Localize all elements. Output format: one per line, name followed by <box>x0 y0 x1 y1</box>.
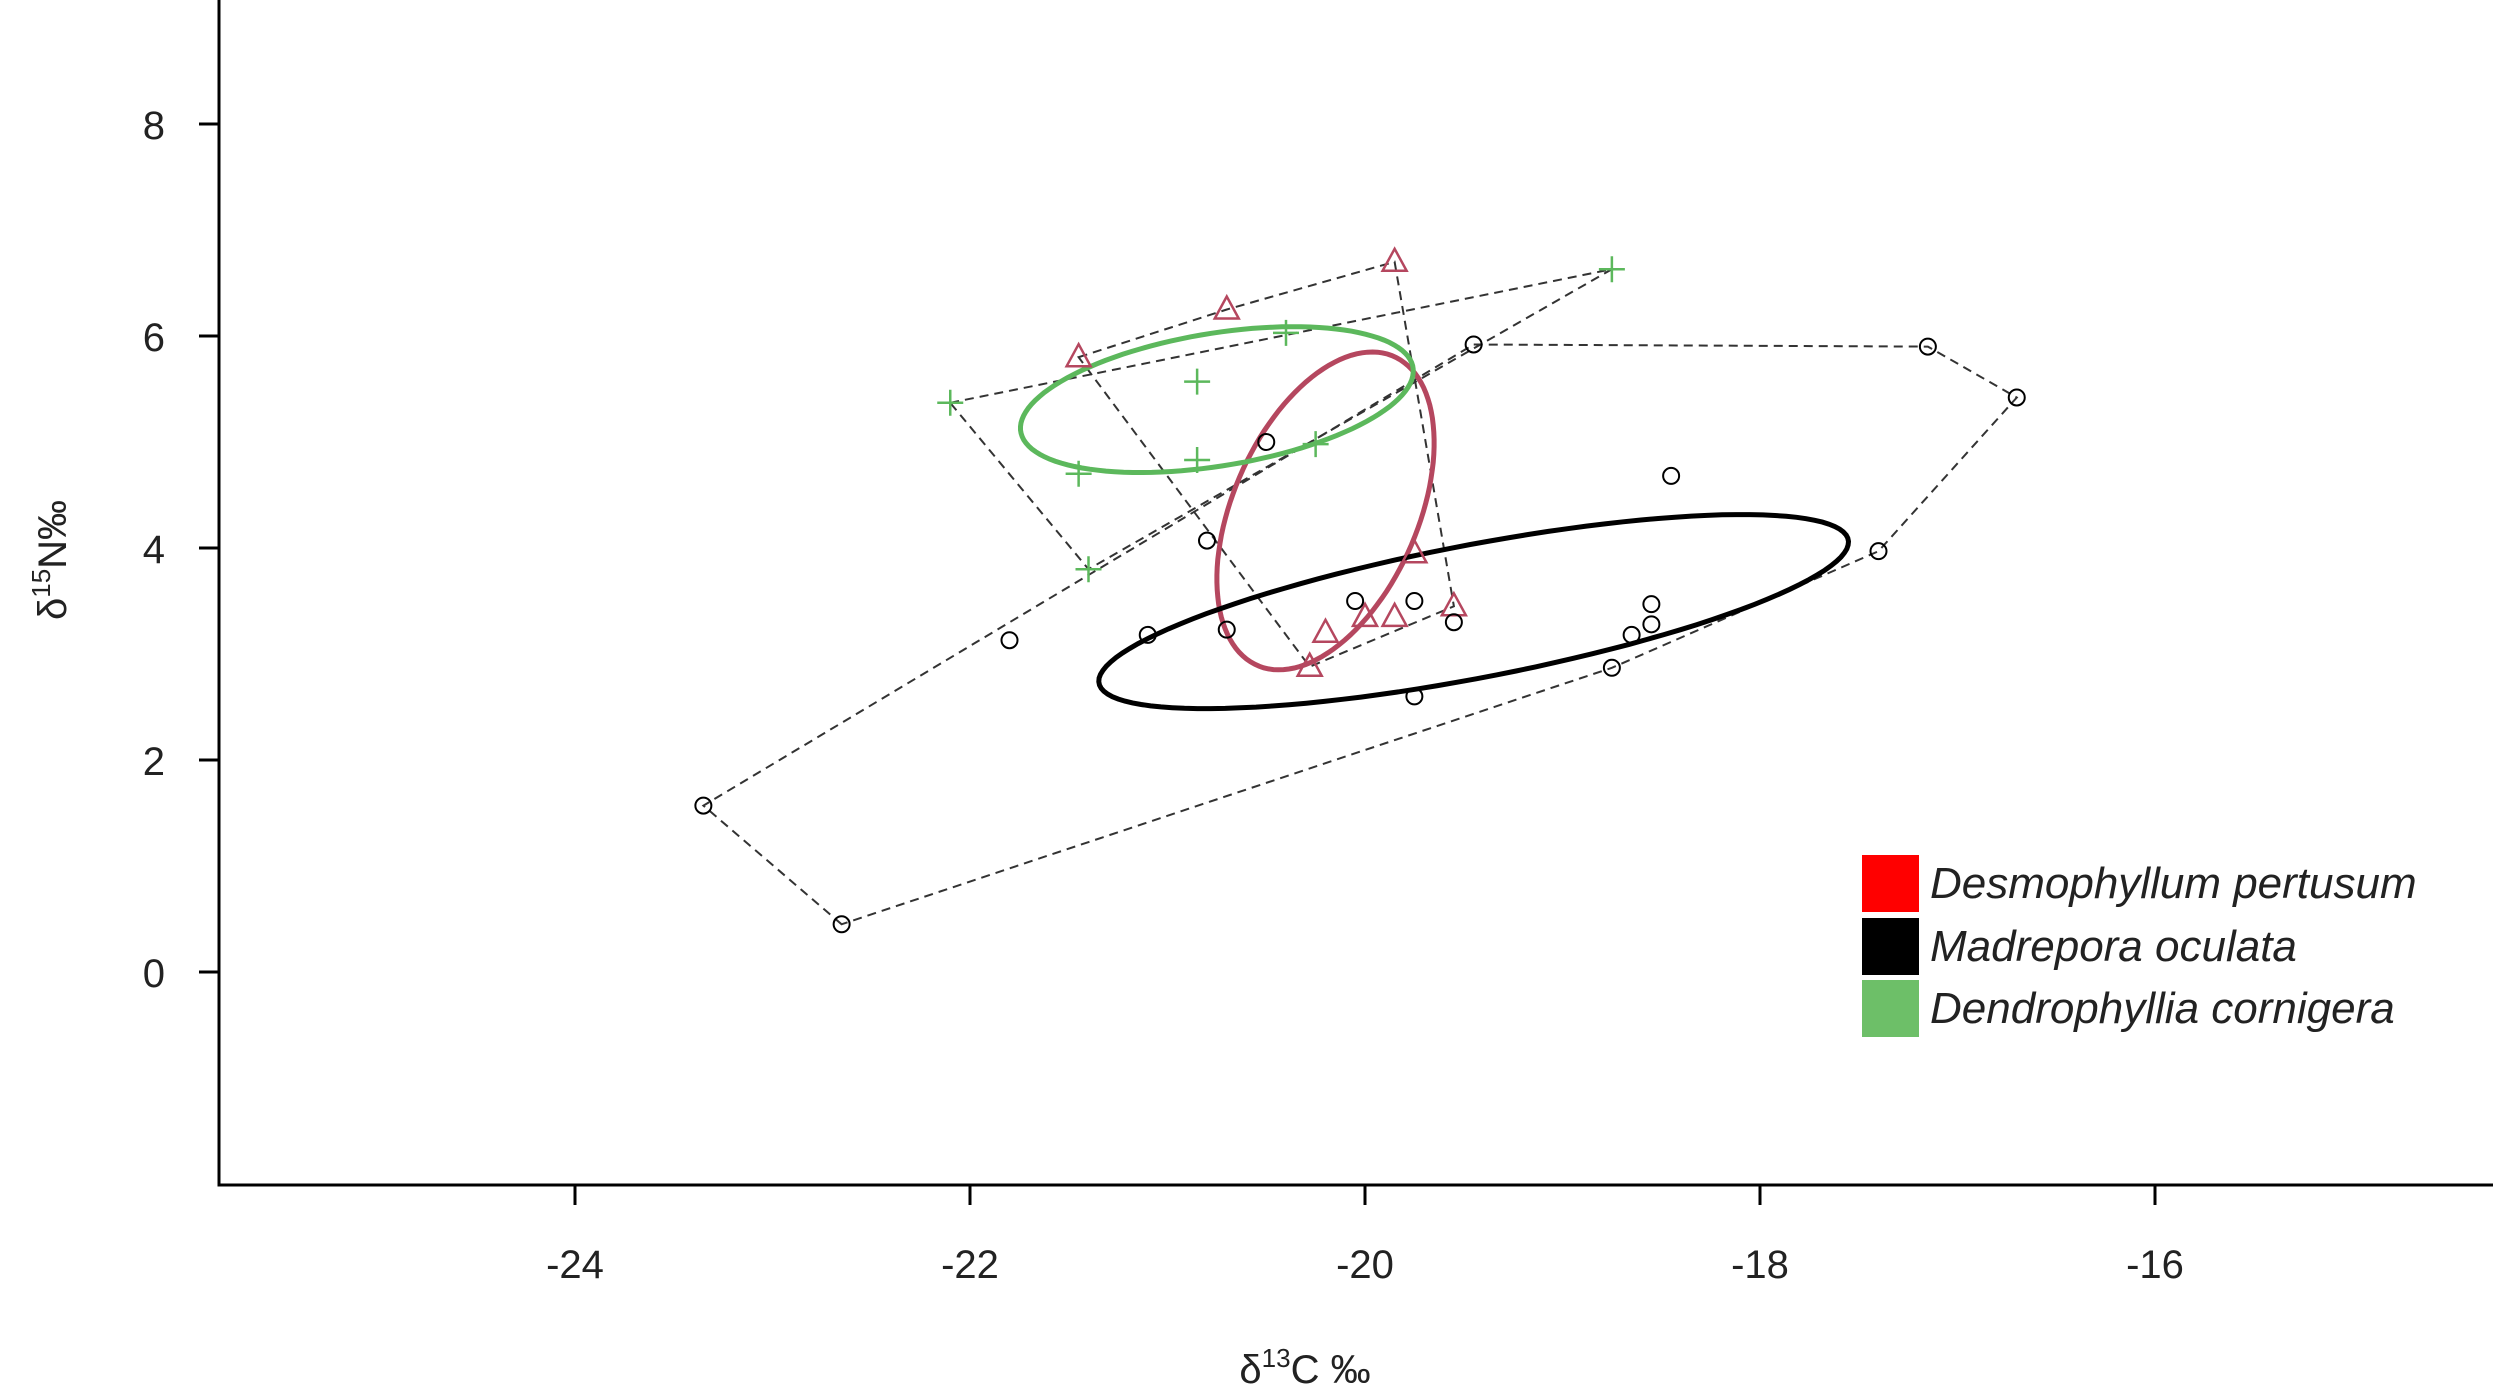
hull-dendrophyllia <box>948 268 1613 571</box>
hull-desmophyllum <box>1076 260 1456 668</box>
y-axis-title-text: N‰ <box>31 500 75 569</box>
y-tick-label: 4 <box>143 528 165 572</box>
y-axis-title: δ15N‰ <box>26 500 75 620</box>
x-tick-label: -22 <box>941 1243 999 1287</box>
point-dendrophyllia <box>1273 319 1299 346</box>
point-madrepora <box>1662 466 1681 485</box>
point-madrepora <box>1257 433 1276 451</box>
legend-swatch-dendrophyllia <box>1862 980 1919 1037</box>
ellipse-desmophyllum <box>1214 349 1437 673</box>
legend-label-desmophyllum: Desmophyllum pertusum <box>1930 859 2417 908</box>
ellipse-dendrophyllia <box>1018 324 1416 475</box>
y-tick-label: 2 <box>143 740 165 784</box>
point-dendrophyllia <box>1598 256 1625 283</box>
point-madrepora <box>1000 631 1019 650</box>
point-desmophyllum <box>1295 651 1324 677</box>
point-madrepora <box>1869 542 1888 561</box>
point-dendrophyllia <box>1075 556 1102 583</box>
point-dendrophyllia <box>1302 431 1329 458</box>
point-desmophyllum <box>1212 293 1241 320</box>
convex-hulls <box>701 260 2019 926</box>
point-madrepora <box>1642 615 1661 634</box>
legend: Desmophyllum pertusum Madrepora oculata … <box>1862 855 2417 1037</box>
x-axis-title: δ13C ‰ <box>1239 1343 1370 1392</box>
point-dendrophyllia <box>1065 460 1092 487</box>
point-madrepora <box>1444 613 1463 632</box>
y-axis-title-sup: 15 <box>26 569 56 598</box>
point-madrepora <box>1405 687 1424 706</box>
plot-area <box>217 0 2493 1187</box>
ellipse-madrepora <box>1096 512 1852 712</box>
x-axis-title-sup: 13 <box>1262 1343 1291 1373</box>
point-dendrophyllia <box>1184 447 1211 474</box>
point-madrepora <box>1138 625 1157 644</box>
y-tick-label: 8 <box>143 104 165 148</box>
point-desmophyllum <box>1350 601 1380 628</box>
point-madrepora <box>694 796 713 815</box>
hull-madrepora <box>701 343 2019 926</box>
point-desmophyllum <box>1400 537 1429 564</box>
x-tick-label: -20 <box>1336 1243 1394 1287</box>
x-tick-label: -18 <box>1731 1243 1789 1287</box>
data-points <box>694 246 2026 934</box>
legend-label-madrepora: Madrepora oculata <box>1930 922 2297 971</box>
legend-swatch-madrepora <box>1862 918 1919 975</box>
legend-swatch-desmophyllum <box>1862 855 1919 912</box>
point-madrepora <box>1464 335 1483 354</box>
point-madrepora <box>1642 595 1661 614</box>
y-tick-label: 0 <box>143 952 165 996</box>
point-desmophyllum <box>1439 590 1468 617</box>
y-tick-label: 6 <box>143 316 165 360</box>
point-madrepora <box>2007 388 2026 407</box>
x-tick-label: -16 <box>2126 1243 2184 1287</box>
point-madrepora <box>1602 658 1621 677</box>
plot-frame <box>217 0 2493 1187</box>
point-madrepora <box>1405 592 1424 610</box>
point-desmophyllum <box>1380 601 1409 628</box>
point-desmophyllum <box>1380 246 1409 273</box>
point-dendrophyllia <box>937 389 964 416</box>
point-madrepora <box>1198 531 1216 550</box>
point-madrepora <box>1217 620 1236 639</box>
point-madrepora <box>1918 337 1937 356</box>
x-axis-title-text: C ‰ <box>1291 1348 1371 1392</box>
x-tick-label: -24 <box>546 1243 604 1287</box>
legend-label-dendrophyllia: Dendrophyllia cornigera <box>1930 984 2395 1033</box>
point-desmophyllum <box>1311 617 1340 644</box>
point-dendrophyllia <box>1184 368 1211 395</box>
point-desmophyllum <box>1064 341 1093 368</box>
x-axis-title-symbol: δ <box>1239 1348 1261 1392</box>
point-madrepora <box>1622 625 1641 644</box>
y-axis-title-symbol: δ <box>31 598 75 620</box>
x-axis: -24 -22 -20 -18 -16 <box>546 1185 2184 1287</box>
point-madrepora <box>1346 592 1365 610</box>
sea-ellipses <box>1018 324 1852 712</box>
point-madrepora <box>832 915 851 934</box>
y-axis: 0 2 4 6 8 <box>143 104 219 996</box>
